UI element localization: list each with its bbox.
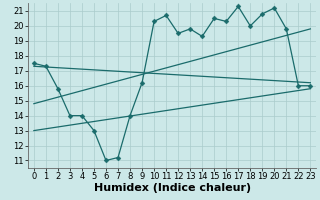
X-axis label: Humidex (Indice chaleur): Humidex (Indice chaleur) <box>93 183 251 193</box>
